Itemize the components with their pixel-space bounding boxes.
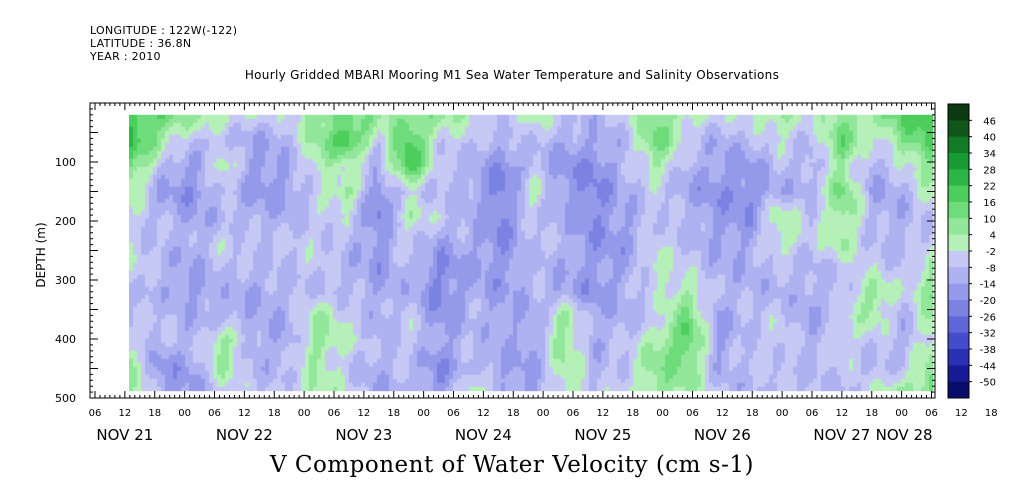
x-hour-label: 00 <box>776 408 789 419</box>
x-hour-label: 00 <box>417 408 430 419</box>
colorbar-swatch <box>948 202 969 219</box>
x-hour-label: 12 <box>119 408 132 419</box>
x-hour-label: 18 <box>865 408 878 419</box>
x-hour-label: 00 <box>537 408 550 419</box>
x-hour-label: 18 <box>985 408 998 419</box>
y-axis-label: DEPTH (m) <box>34 222 48 287</box>
colorbar-label: 16 <box>983 198 996 209</box>
x-hour-label: 06 <box>567 408 580 419</box>
x-hour-label: 18 <box>148 408 161 419</box>
colorbar-label: -8 <box>986 263 996 274</box>
colorbar-swatch <box>948 104 969 121</box>
heatmap-field <box>129 114 934 392</box>
colorbar-swatch <box>948 251 969 268</box>
colorbar-swatch <box>948 234 969 252</box>
latitude-label: LATITUDE : 36.8N <box>90 37 192 50</box>
colorbar-label: -38 <box>980 345 996 356</box>
x-hour-label: 06 <box>328 408 341 419</box>
x-hour-label: 00 <box>298 408 311 419</box>
x-hour-label: 06 <box>806 408 819 419</box>
colorbar: 46 40 34 28 22 16 10 4 -2 -8 -14 -20 -26 -32 -38 -44 -50 <box>947 103 996 399</box>
colorbar-swatch <box>948 365 969 382</box>
x-date-label: NOV 28 <box>876 426 933 444</box>
x-hour-label: 00 <box>656 408 669 419</box>
colorbar-label: 10 <box>983 214 996 225</box>
x-date-label: NOV 22 <box>216 426 273 444</box>
x-hour-label: 06 <box>447 408 460 419</box>
colorbar-swatch <box>948 136 969 154</box>
x-hour-label: 18 <box>268 408 281 419</box>
x-date-label: NOV 23 <box>335 426 392 444</box>
y-tick-label: 400 <box>55 333 76 346</box>
x-hour-label: 00 <box>895 408 908 419</box>
colorbar-label: -2 <box>986 247 996 258</box>
colorbar-label: -50 <box>980 378 996 389</box>
x-hour-label: 18 <box>626 408 639 419</box>
x-axis-label: V Component of Water Velocity (cm s-1) <box>270 452 754 478</box>
colorbar-label: -32 <box>980 329 996 340</box>
x-date-label: NOV 27 <box>813 426 870 444</box>
x-hour-label: 06 <box>89 408 102 419</box>
colorbar-swatch <box>948 381 969 399</box>
colorbar-label: -14 <box>980 280 996 291</box>
x-hour-labels: 06 12 18 00 06 12 18 00 06 12 18 00 06 12 18 00 06 12 18 00… <box>89 408 998 419</box>
y-tick-labels: 100 200 300 400 500 <box>55 156 76 405</box>
longitude-label: LONGITUDE : 122W(-122) <box>90 24 238 37</box>
x-hour-label: 12 <box>836 408 849 419</box>
x-date-label: NOV 25 <box>574 426 631 444</box>
colorbar-swatch <box>948 283 969 301</box>
x-hour-label: 12 <box>955 408 968 419</box>
colorbar-swatch <box>948 153 969 170</box>
x-hour-label: 12 <box>716 408 729 419</box>
y-tick-label: 500 <box>55 392 76 405</box>
colorbar-label: 4 <box>990 231 996 242</box>
x-hour-label: 00 <box>178 408 191 419</box>
x-hour-label: 18 <box>507 408 520 419</box>
x-hour-label: 18 <box>387 408 400 419</box>
colorbar-label: -26 <box>980 312 996 323</box>
y-tick-label: 300 <box>55 274 76 287</box>
colorbar-label: -44 <box>980 361 996 372</box>
colorbar-swatch <box>948 316 969 333</box>
colorbar-swatch <box>948 349 969 366</box>
colorbar-label: 46 <box>983 116 996 127</box>
colorbar-swatch <box>948 185 969 203</box>
axis-ticks <box>90 102 935 399</box>
colorbar-swatch <box>948 267 969 284</box>
colorbar-swatch <box>948 218 969 235</box>
x-hour-label: 06 <box>925 408 938 419</box>
chart-title: Hourly Gridded MBARI Mooring M1 Sea Wate… <box>244 68 780 82</box>
x-hour-label: 06 <box>208 408 221 419</box>
colorbar-swatch <box>948 120 969 137</box>
colorbar-label: 28 <box>983 165 996 176</box>
x-hour-label: 12 <box>238 408 251 419</box>
colorbar-label: 22 <box>983 182 996 193</box>
colorbar-label: 34 <box>983 149 996 160</box>
colorbar-swatch <box>948 300 969 317</box>
y-tick-label: 100 <box>55 156 76 169</box>
x-hour-label: 12 <box>358 408 371 419</box>
x-date-label: NOV 21 <box>96 426 153 444</box>
x-hour-label: 06 <box>686 408 699 419</box>
x-hour-label: 12 <box>477 408 490 419</box>
colorbar-label: 40 <box>983 133 996 144</box>
colorbar-swatch <box>948 169 969 186</box>
colorbar-label: -20 <box>980 296 996 307</box>
y-tick-label: 200 <box>55 215 76 228</box>
x-date-label: NOV 24 <box>455 426 512 444</box>
x-date-label: NOV 26 <box>694 426 751 444</box>
year-label: YEAR : 2010 <box>90 50 161 63</box>
x-hour-label: 12 <box>597 408 610 419</box>
colorbar-swatch <box>948 332 969 350</box>
x-date-labels: NOV 21 NOV 22 NOV 23 NOV 24 NOV 25 NOV 26 NOV … <box>96 426 932 444</box>
x-hour-label: 18 <box>746 408 759 419</box>
